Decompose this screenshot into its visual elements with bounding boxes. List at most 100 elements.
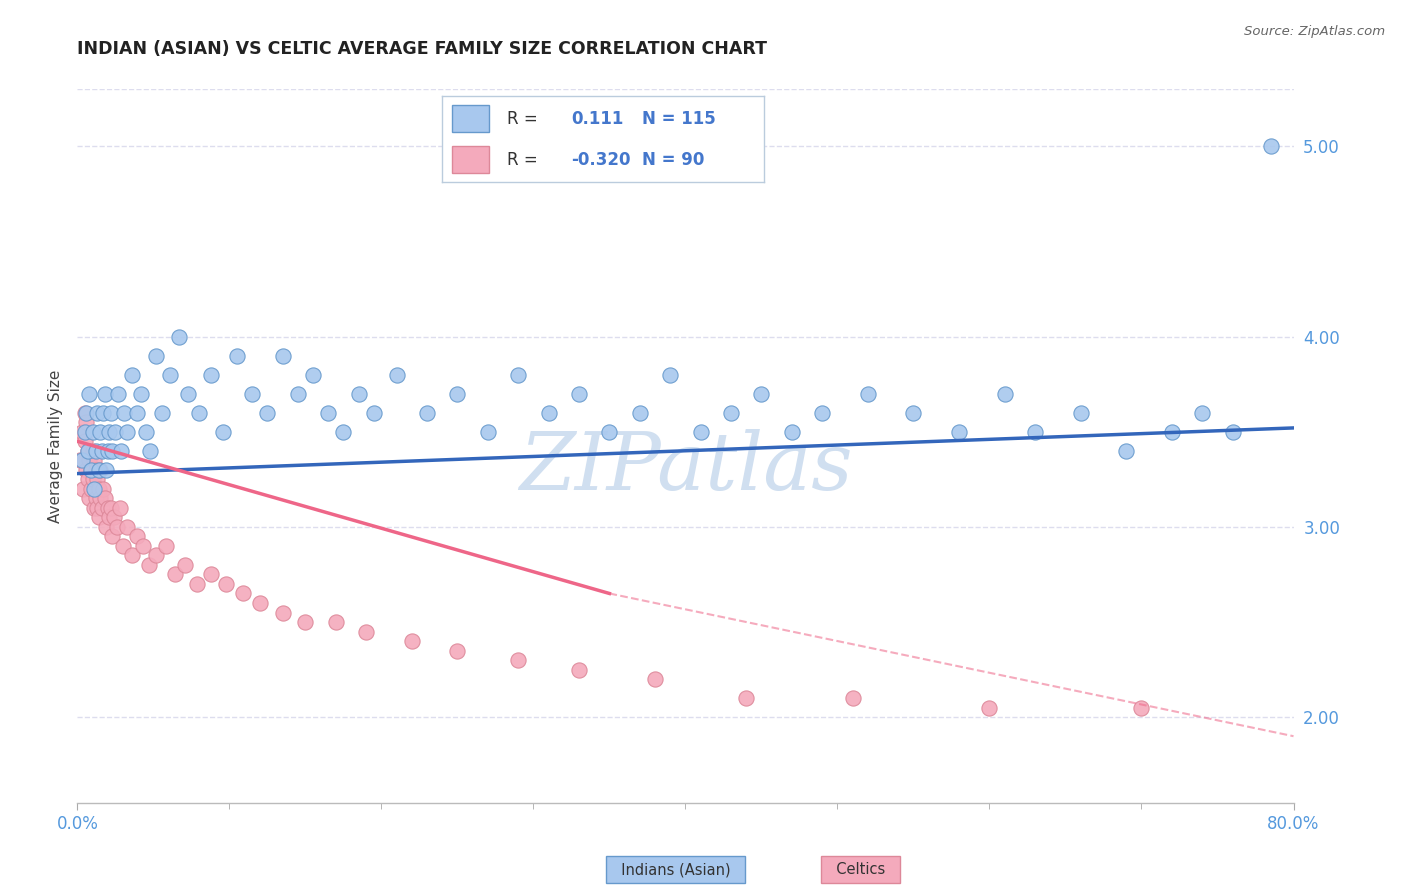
Y-axis label: Average Family Size: Average Family Size <box>48 369 63 523</box>
Point <box>125 406 148 420</box>
Point <box>332 425 354 439</box>
Point <box>89 463 111 477</box>
Point <box>200 368 222 382</box>
Point <box>145 549 167 563</box>
Point <box>97 443 120 458</box>
Point <box>174 558 197 572</box>
Text: R =: R = <box>506 151 543 169</box>
FancyBboxPatch shape <box>451 146 489 173</box>
Point <box>75 406 97 420</box>
Point <box>121 549 143 563</box>
Point <box>84 443 107 458</box>
Point <box>385 368 408 382</box>
Point <box>87 463 110 477</box>
Point <box>720 406 742 420</box>
Point <box>79 386 101 401</box>
Point <box>271 349 294 363</box>
Point <box>240 386 263 401</box>
Point <box>508 653 530 667</box>
Point <box>75 415 97 429</box>
Point <box>117 425 139 439</box>
Point <box>82 425 104 439</box>
Point <box>232 586 254 600</box>
Point <box>90 443 112 458</box>
Point <box>83 482 105 496</box>
Text: Source: ZipAtlas.com: Source: ZipAtlas.com <box>1244 25 1385 38</box>
Point <box>107 386 129 401</box>
Point <box>73 425 96 439</box>
Point <box>188 406 211 420</box>
Text: R =: R = <box>506 110 543 128</box>
Point <box>155 539 177 553</box>
Point <box>1191 406 1213 420</box>
Point <box>72 482 94 496</box>
Point <box>598 425 620 439</box>
FancyBboxPatch shape <box>451 105 489 132</box>
Point <box>1161 425 1184 439</box>
Point <box>82 443 104 458</box>
Text: ZIPatlas: ZIPatlas <box>519 429 852 506</box>
Point <box>129 386 152 401</box>
Point <box>212 425 235 439</box>
Point <box>89 491 111 506</box>
Point <box>108 500 131 515</box>
Point <box>79 491 101 506</box>
Point <box>841 691 863 706</box>
Text: Celtics: Celtics <box>827 863 894 877</box>
Point <box>83 500 105 515</box>
Point <box>131 539 153 553</box>
Point <box>96 520 118 534</box>
Point <box>249 596 271 610</box>
Point <box>751 386 773 401</box>
Point <box>1260 139 1282 153</box>
Point <box>401 634 423 648</box>
Point <box>477 425 499 439</box>
Point <box>856 386 879 401</box>
Point <box>86 500 108 515</box>
Point <box>89 425 111 439</box>
Point <box>1222 425 1244 439</box>
Point <box>105 520 128 534</box>
Point <box>90 500 112 515</box>
Point <box>75 463 97 477</box>
Point <box>256 406 278 420</box>
Point <box>114 406 136 420</box>
Point <box>125 529 148 543</box>
Point <box>84 463 107 477</box>
Point <box>186 577 208 591</box>
Point <box>104 425 127 439</box>
Point <box>271 606 294 620</box>
Point <box>177 386 200 401</box>
Point <box>138 558 160 572</box>
Text: N = 90: N = 90 <box>643 151 704 169</box>
Point <box>98 425 121 439</box>
Point <box>100 406 122 420</box>
Point <box>73 434 96 449</box>
Point <box>86 472 108 486</box>
Point <box>446 386 468 401</box>
Text: Indians (Asian): Indians (Asian) <box>612 863 740 877</box>
Point <box>93 491 115 506</box>
Point <box>87 482 110 496</box>
Point <box>1070 406 1092 420</box>
Text: N = 115: N = 115 <box>643 110 716 128</box>
Point <box>84 491 107 506</box>
Point <box>294 615 316 629</box>
Point <box>537 406 560 420</box>
Point <box>91 406 114 420</box>
Point <box>347 386 370 401</box>
Point <box>121 368 143 382</box>
Point <box>80 463 103 477</box>
Point <box>73 406 96 420</box>
Point <box>1115 443 1137 458</box>
Point <box>83 453 105 467</box>
Point <box>159 368 181 382</box>
Point <box>568 663 591 677</box>
Point <box>287 386 309 401</box>
Point <box>100 500 122 515</box>
Point <box>354 624 377 639</box>
Point <box>96 463 118 477</box>
Point <box>93 386 115 401</box>
Point <box>659 368 682 382</box>
Text: -0.320: -0.320 <box>571 151 631 169</box>
